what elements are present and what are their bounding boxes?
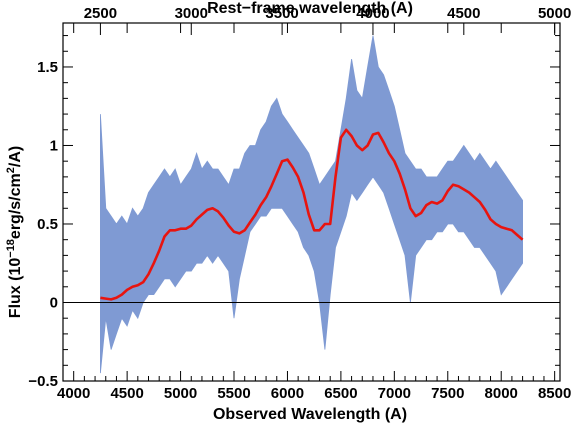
plot-area bbox=[63, 35, 560, 374]
y-tick-label: −0.5 bbox=[28, 373, 58, 390]
y-axis-label: Flux (10−18erg/s/cm2/A) bbox=[5, 146, 24, 318]
y-axis-label-mid: erg/s/cm bbox=[7, 173, 24, 239]
top-x-tick-label: 5000 bbox=[538, 5, 571, 22]
y-tick-label: 1.5 bbox=[37, 59, 58, 76]
x-tick-label: 6500 bbox=[324, 385, 357, 402]
spectrum-envelope-series bbox=[100, 35, 523, 374]
model-fit-series bbox=[100, 128, 524, 301]
y-tick-label: 0.5 bbox=[37, 216, 58, 233]
top-x-tick-label: 3500 bbox=[265, 5, 298, 22]
x-tick-label: 8500 bbox=[538, 385, 571, 402]
x-tick-label: 7500 bbox=[431, 385, 464, 402]
plot-frame bbox=[62, 22, 561, 382]
x-tick-label: 4000 bbox=[57, 385, 90, 402]
x-tick-label: 4500 bbox=[110, 385, 143, 402]
x-tick-label: 5000 bbox=[164, 385, 197, 402]
x-tick-label: 8000 bbox=[485, 385, 518, 402]
y-tick-label: 0 bbox=[50, 294, 58, 311]
top-x-tick-label: 4000 bbox=[356, 5, 389, 22]
plot-series-group bbox=[63, 35, 560, 374]
y-tick-label: 1 bbox=[50, 137, 58, 154]
axes: 4000 4500 5000 5500 6000 6500 7000 7500 8000 8500… bbox=[28, 5, 571, 402]
x-tick-label: 7000 bbox=[378, 385, 411, 402]
y-axis-label-suffix: /A) bbox=[7, 146, 24, 167]
x-tick-label: 5500 bbox=[217, 385, 250, 402]
top-x-tick-label: 3000 bbox=[175, 5, 208, 22]
x-tick-label: 6000 bbox=[271, 385, 304, 402]
y-axis-label-exp2: 2 bbox=[5, 167, 17, 173]
x-axis-label: Observed Wavelength (A) bbox=[213, 406, 407, 423]
top-x-tick-label: 2500 bbox=[84, 5, 117, 22]
top-x-axis-label: Rest−frame wavelength (A) bbox=[207, 0, 413, 17]
y-axis-label-exp1: −18 bbox=[5, 239, 17, 258]
y-axis-label-prefix: Flux (10 bbox=[7, 258, 24, 319]
top-x-tick-label: 4500 bbox=[447, 5, 480, 22]
